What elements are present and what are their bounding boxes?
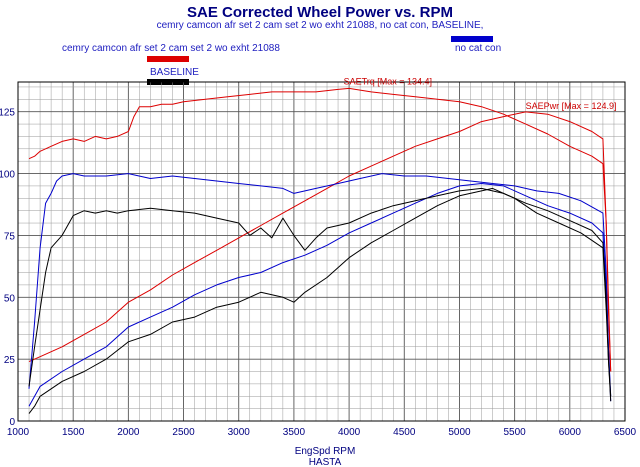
y-tick-label: 100 bbox=[0, 170, 15, 181]
legend-label-cemry: cemry camcon afr set 2 cam set 2 wo exht… bbox=[62, 43, 280, 54]
annotations: SAETrq [Max = 134.4] SAEPwr [Max = 124.9] bbox=[344, 76, 617, 111]
legend-label-no-cat-con: no cat con bbox=[455, 43, 502, 54]
legend-swatch-no-cat-con bbox=[451, 36, 493, 42]
series-line-3 bbox=[28, 183, 612, 407]
x-tick-label: 3500 bbox=[283, 427, 306, 438]
annotation-1: SAEPwr [Max = 124.9] bbox=[526, 101, 617, 111]
series-line-0 bbox=[28, 87, 612, 372]
annotation-0: SAETrq [Max = 134.4] bbox=[344, 76, 432, 86]
chart-subtitle: cemry camcon afr set 2 cam set 2 wo exht… bbox=[156, 20, 484, 31]
x-tick-label: 3000 bbox=[228, 427, 251, 438]
y-tick-label: 75 bbox=[4, 231, 16, 242]
x-tick-label: 5000 bbox=[448, 427, 471, 438]
x-tick-label: 2500 bbox=[172, 427, 195, 438]
legend-label-baseline: BASELINE bbox=[150, 67, 199, 78]
legend-swatch-cemry bbox=[147, 56, 189, 62]
x-tick-label: 1500 bbox=[62, 427, 85, 438]
x-tick-label: 5500 bbox=[504, 427, 527, 438]
x-tick-label: 4000 bbox=[338, 427, 361, 438]
x-tick-label: 6000 bbox=[559, 427, 582, 438]
y-tick-label: 50 bbox=[4, 293, 16, 304]
chart-title: SAE Corrected Wheel Power vs. RPM bbox=[187, 4, 453, 21]
grid bbox=[17, 81, 626, 422]
series-line-1 bbox=[28, 111, 612, 372]
x-tick-label: 6500 bbox=[614, 427, 637, 438]
series-line-5 bbox=[28, 187, 612, 414]
series-line-2 bbox=[28, 173, 612, 402]
series-line-4 bbox=[28, 187, 612, 397]
y-tick-label: 125 bbox=[0, 108, 15, 119]
x-axis-label: EngSpd RPM bbox=[295, 446, 356, 457]
plot-frame bbox=[17, 81, 626, 422]
x-axis-sublabel: HASTA bbox=[309, 457, 342, 467]
series-group bbox=[28, 87, 612, 414]
y-tick-label: 0 bbox=[9, 417, 15, 428]
axis-ticks: 1000 1500 2000 2500 3000 3500 4000 4500 5000 5500… bbox=[0, 108, 637, 438]
x-tick-label: 1000 bbox=[7, 427, 30, 438]
y-tick-label: 25 bbox=[4, 355, 16, 366]
x-tick-label: 4500 bbox=[393, 427, 416, 438]
x-tick-label: 2000 bbox=[117, 427, 140, 438]
